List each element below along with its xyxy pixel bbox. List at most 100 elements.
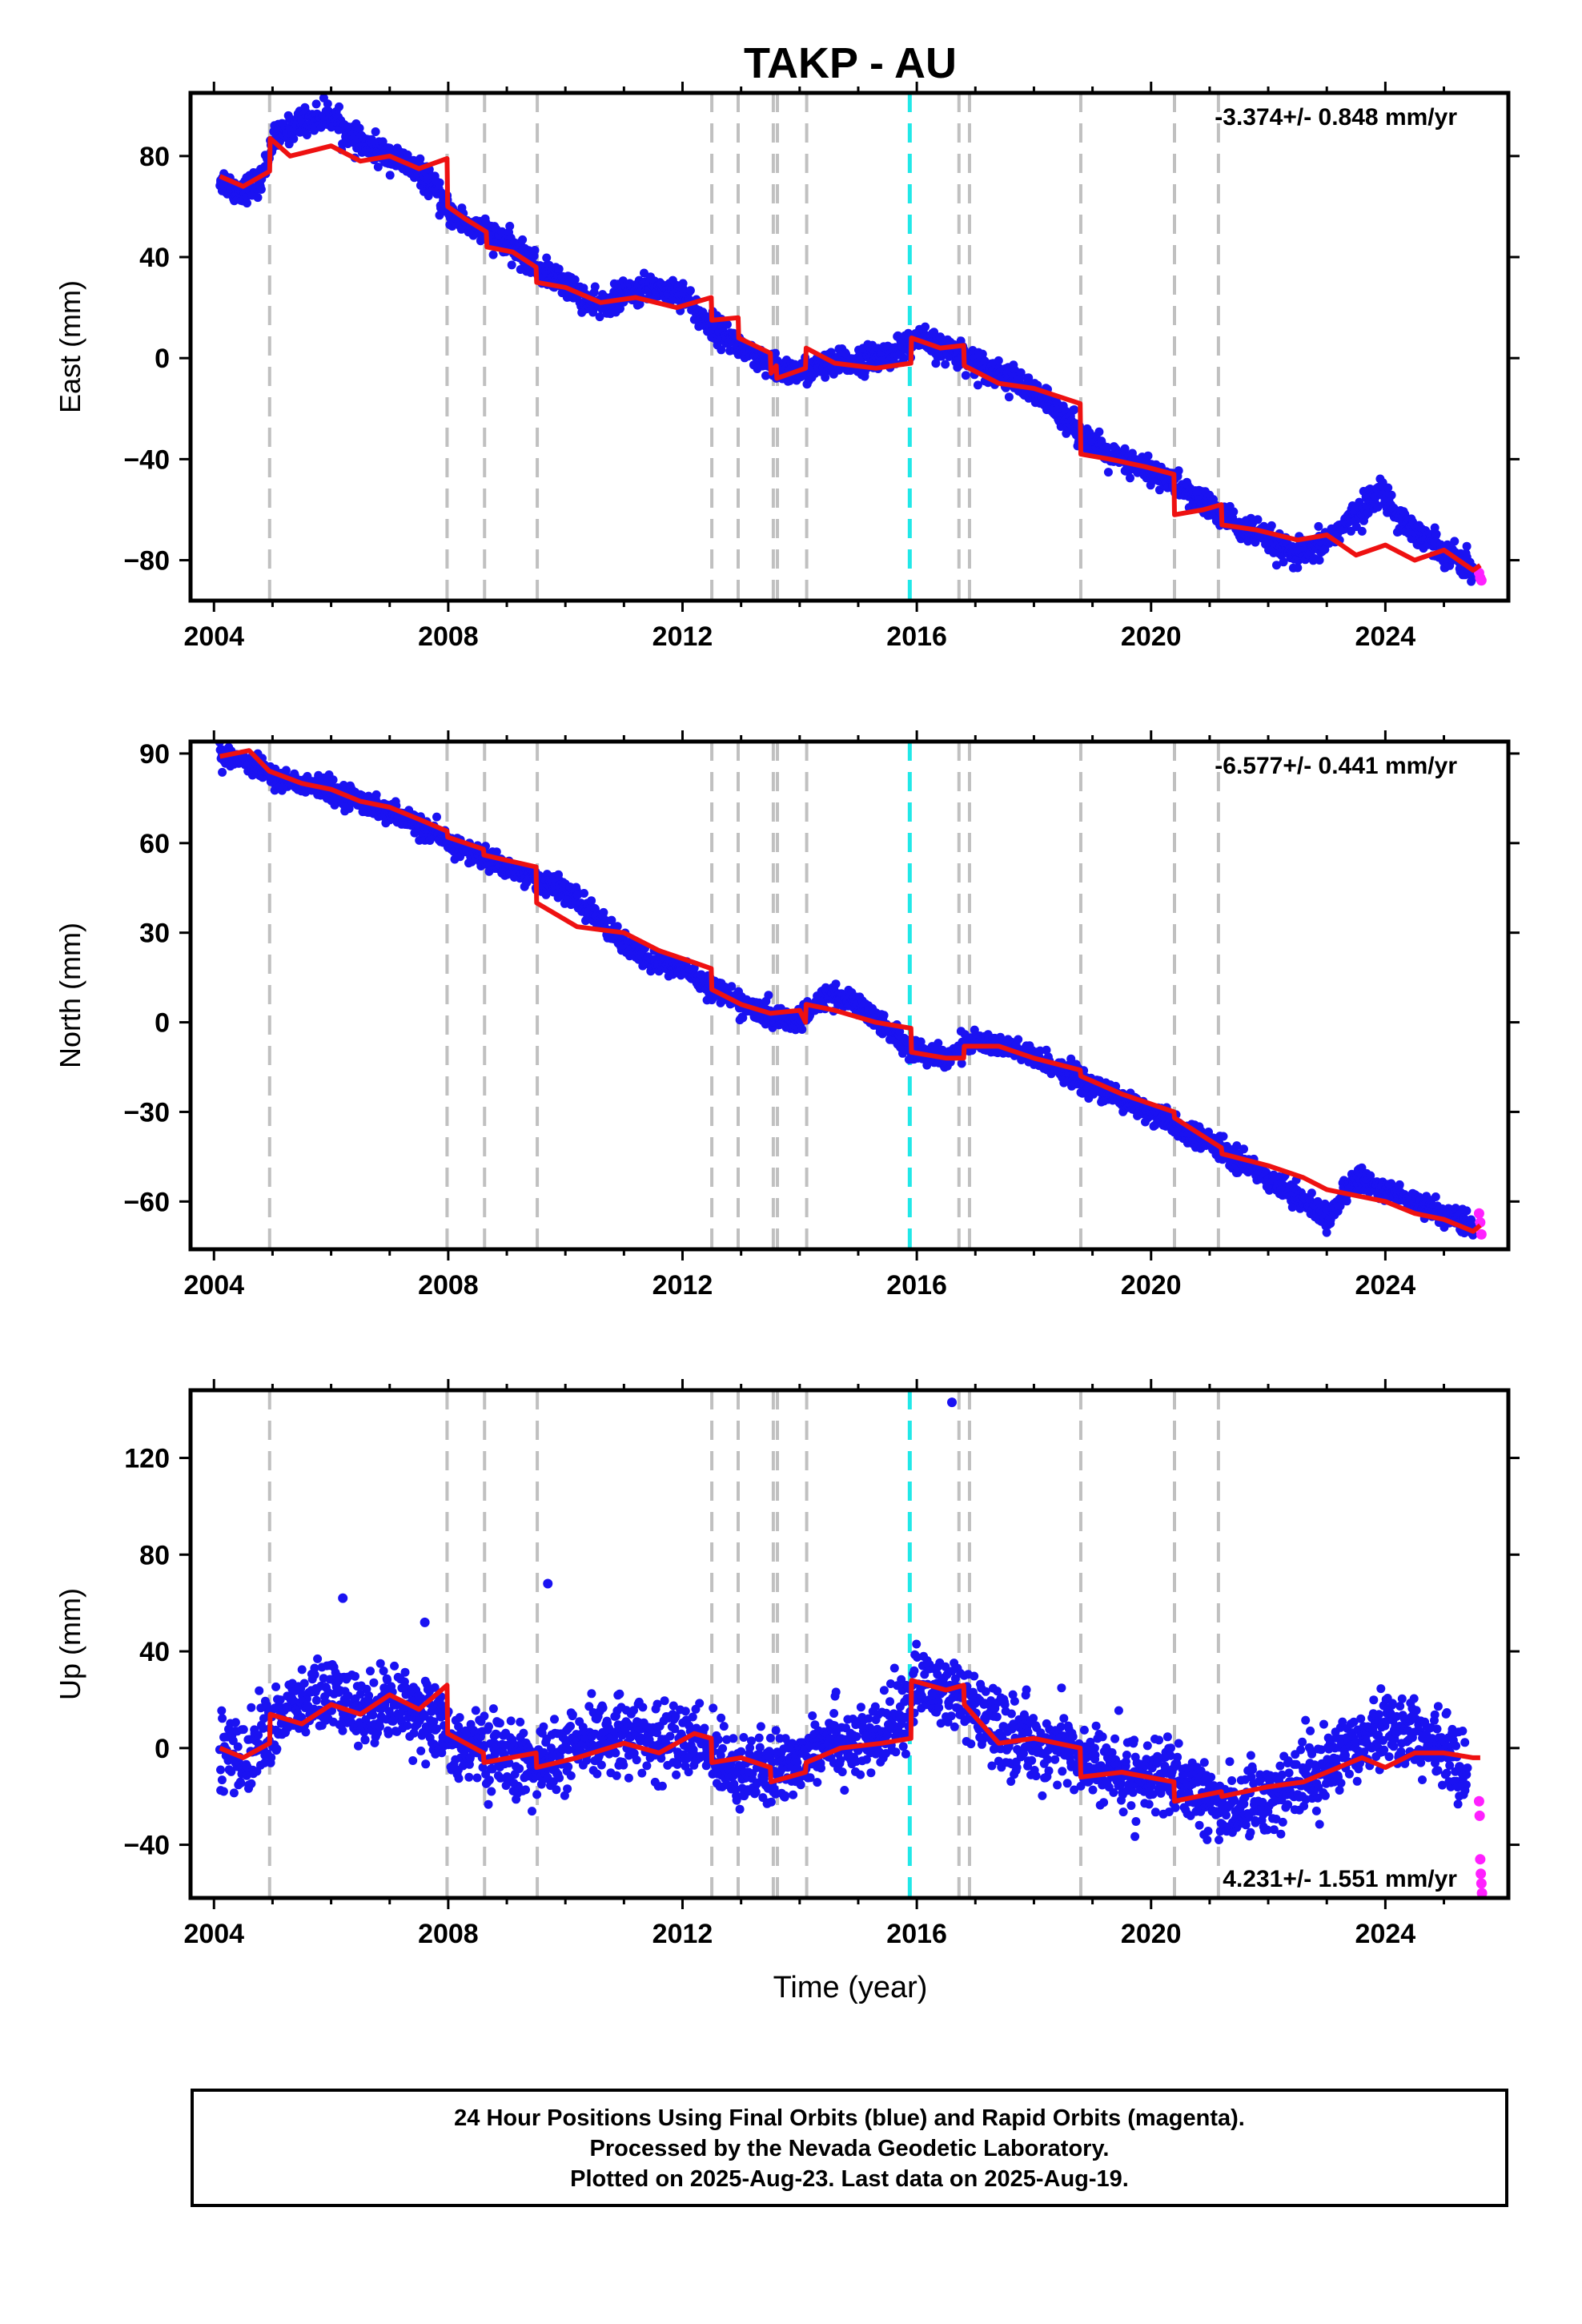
data-point [1219, 1132, 1228, 1141]
x-tick-label: 2020 [1121, 1270, 1182, 1301]
data-point [717, 345, 726, 355]
data-point [764, 991, 773, 1000]
y-ticks [179, 752, 1520, 1203]
data-point [1357, 526, 1367, 536]
data-point [256, 185, 266, 194]
data-point [310, 126, 319, 135]
data-point [899, 353, 909, 363]
data-point [371, 790, 381, 799]
data-point [570, 275, 580, 284]
data-point [978, 349, 987, 359]
data-point [507, 260, 516, 270]
data-point [921, 322, 930, 332]
data-point [311, 99, 321, 109]
data-point [1279, 557, 1288, 567]
data-point [554, 264, 564, 274]
data-point [355, 123, 364, 133]
data-point [580, 889, 588, 898]
data-point [373, 163, 383, 171]
x-tick-label: 2016 [886, 621, 947, 652]
data-point [323, 99, 332, 109]
data-point [492, 847, 501, 857]
data-point [363, 791, 373, 801]
data-point [1387, 490, 1396, 500]
x-tick-label: 2024 [1355, 621, 1416, 652]
rapid-point [1476, 1228, 1487, 1240]
x-tick-label: 2008 [418, 621, 479, 652]
data-point [790, 360, 800, 369]
data-point [542, 253, 552, 263]
data-point [701, 312, 711, 321]
data-point [302, 131, 311, 139]
data-point [1315, 556, 1324, 565]
data-point [403, 150, 412, 159]
data-point [599, 907, 608, 917]
y-tick-label: −30 [123, 1097, 170, 1128]
rapid-point [1476, 575, 1487, 586]
data-point [1335, 1201, 1345, 1211]
data-point [1314, 521, 1323, 531]
data-point [771, 348, 780, 358]
y-tick-label: 30 [139, 919, 170, 949]
plot-frame [188, 739, 1511, 1252]
data-point [218, 767, 227, 777]
x-tick-label: 2012 [652, 1270, 713, 1301]
data-point [961, 371, 970, 380]
data-point [253, 193, 263, 203]
data-point [934, 1039, 943, 1048]
data-point [738, 1013, 748, 1023]
data-point [1355, 497, 1364, 507]
model-line [219, 135, 1482, 573]
step-lines [267, 1390, 1220, 1898]
panels-group: 2004 2008 2012 2016 2020 2024−80−4004080East … [54, 82, 1520, 1949]
data-point [607, 915, 616, 925]
data-point [1229, 507, 1239, 517]
panel-east: 2004 2008 2012 2016 2020 2024−80−4004080East … [54, 82, 1520, 652]
data-point [761, 371, 770, 380]
final-orbit-points [215, 93, 1481, 586]
data-point [685, 286, 695, 296]
data-point [1293, 563, 1303, 573]
panel-north: 2004 2008 2012 2016 2020 2024−60−300306090Nor… [54, 730, 1520, 1301]
data-point [505, 221, 515, 231]
data-point [243, 199, 251, 208]
data-point [1342, 1196, 1351, 1206]
y-tick-label: 40 [139, 243, 170, 273]
data-point [1143, 451, 1153, 460]
data-point [281, 766, 291, 775]
plot-frame [188, 90, 1511, 603]
x-tick-label: 2008 [418, 1270, 479, 1301]
data-point [831, 979, 841, 989]
data-point [590, 282, 600, 292]
data-point [1004, 392, 1014, 402]
y-tick-label: 90 [139, 739, 170, 770]
rate-annotation: -6.577+/- 0.441 mm/yr [1215, 753, 1457, 779]
data-point [1014, 1035, 1023, 1044]
data-point [973, 380, 982, 390]
rapid-point [1473, 1208, 1484, 1219]
x-tick-label: 2004 [183, 621, 244, 652]
data-point [1431, 1192, 1440, 1201]
data-point [727, 982, 737, 991]
data-point [612, 922, 622, 931]
x-tick-label: 2024 [1355, 1270, 1416, 1301]
data-point [1094, 427, 1104, 436]
data-point [289, 134, 299, 143]
data-point [371, 127, 380, 136]
data-point [435, 178, 444, 187]
x-tick-label: 2004 [183, 1270, 244, 1301]
data-point [488, 250, 498, 259]
data-point [530, 246, 540, 255]
data-point [957, 1059, 966, 1068]
y-tick-label: 0 [155, 344, 170, 374]
data-point [587, 896, 596, 906]
y-tick-label: −60 [123, 1187, 170, 1217]
data-point [1066, 1054, 1076, 1063]
data-point [1042, 1045, 1051, 1055]
data-point [879, 1011, 889, 1020]
data-point [518, 235, 528, 244]
data-point [1272, 561, 1281, 570]
data-point [678, 279, 688, 288]
y-tick-label: 80 [139, 142, 170, 172]
